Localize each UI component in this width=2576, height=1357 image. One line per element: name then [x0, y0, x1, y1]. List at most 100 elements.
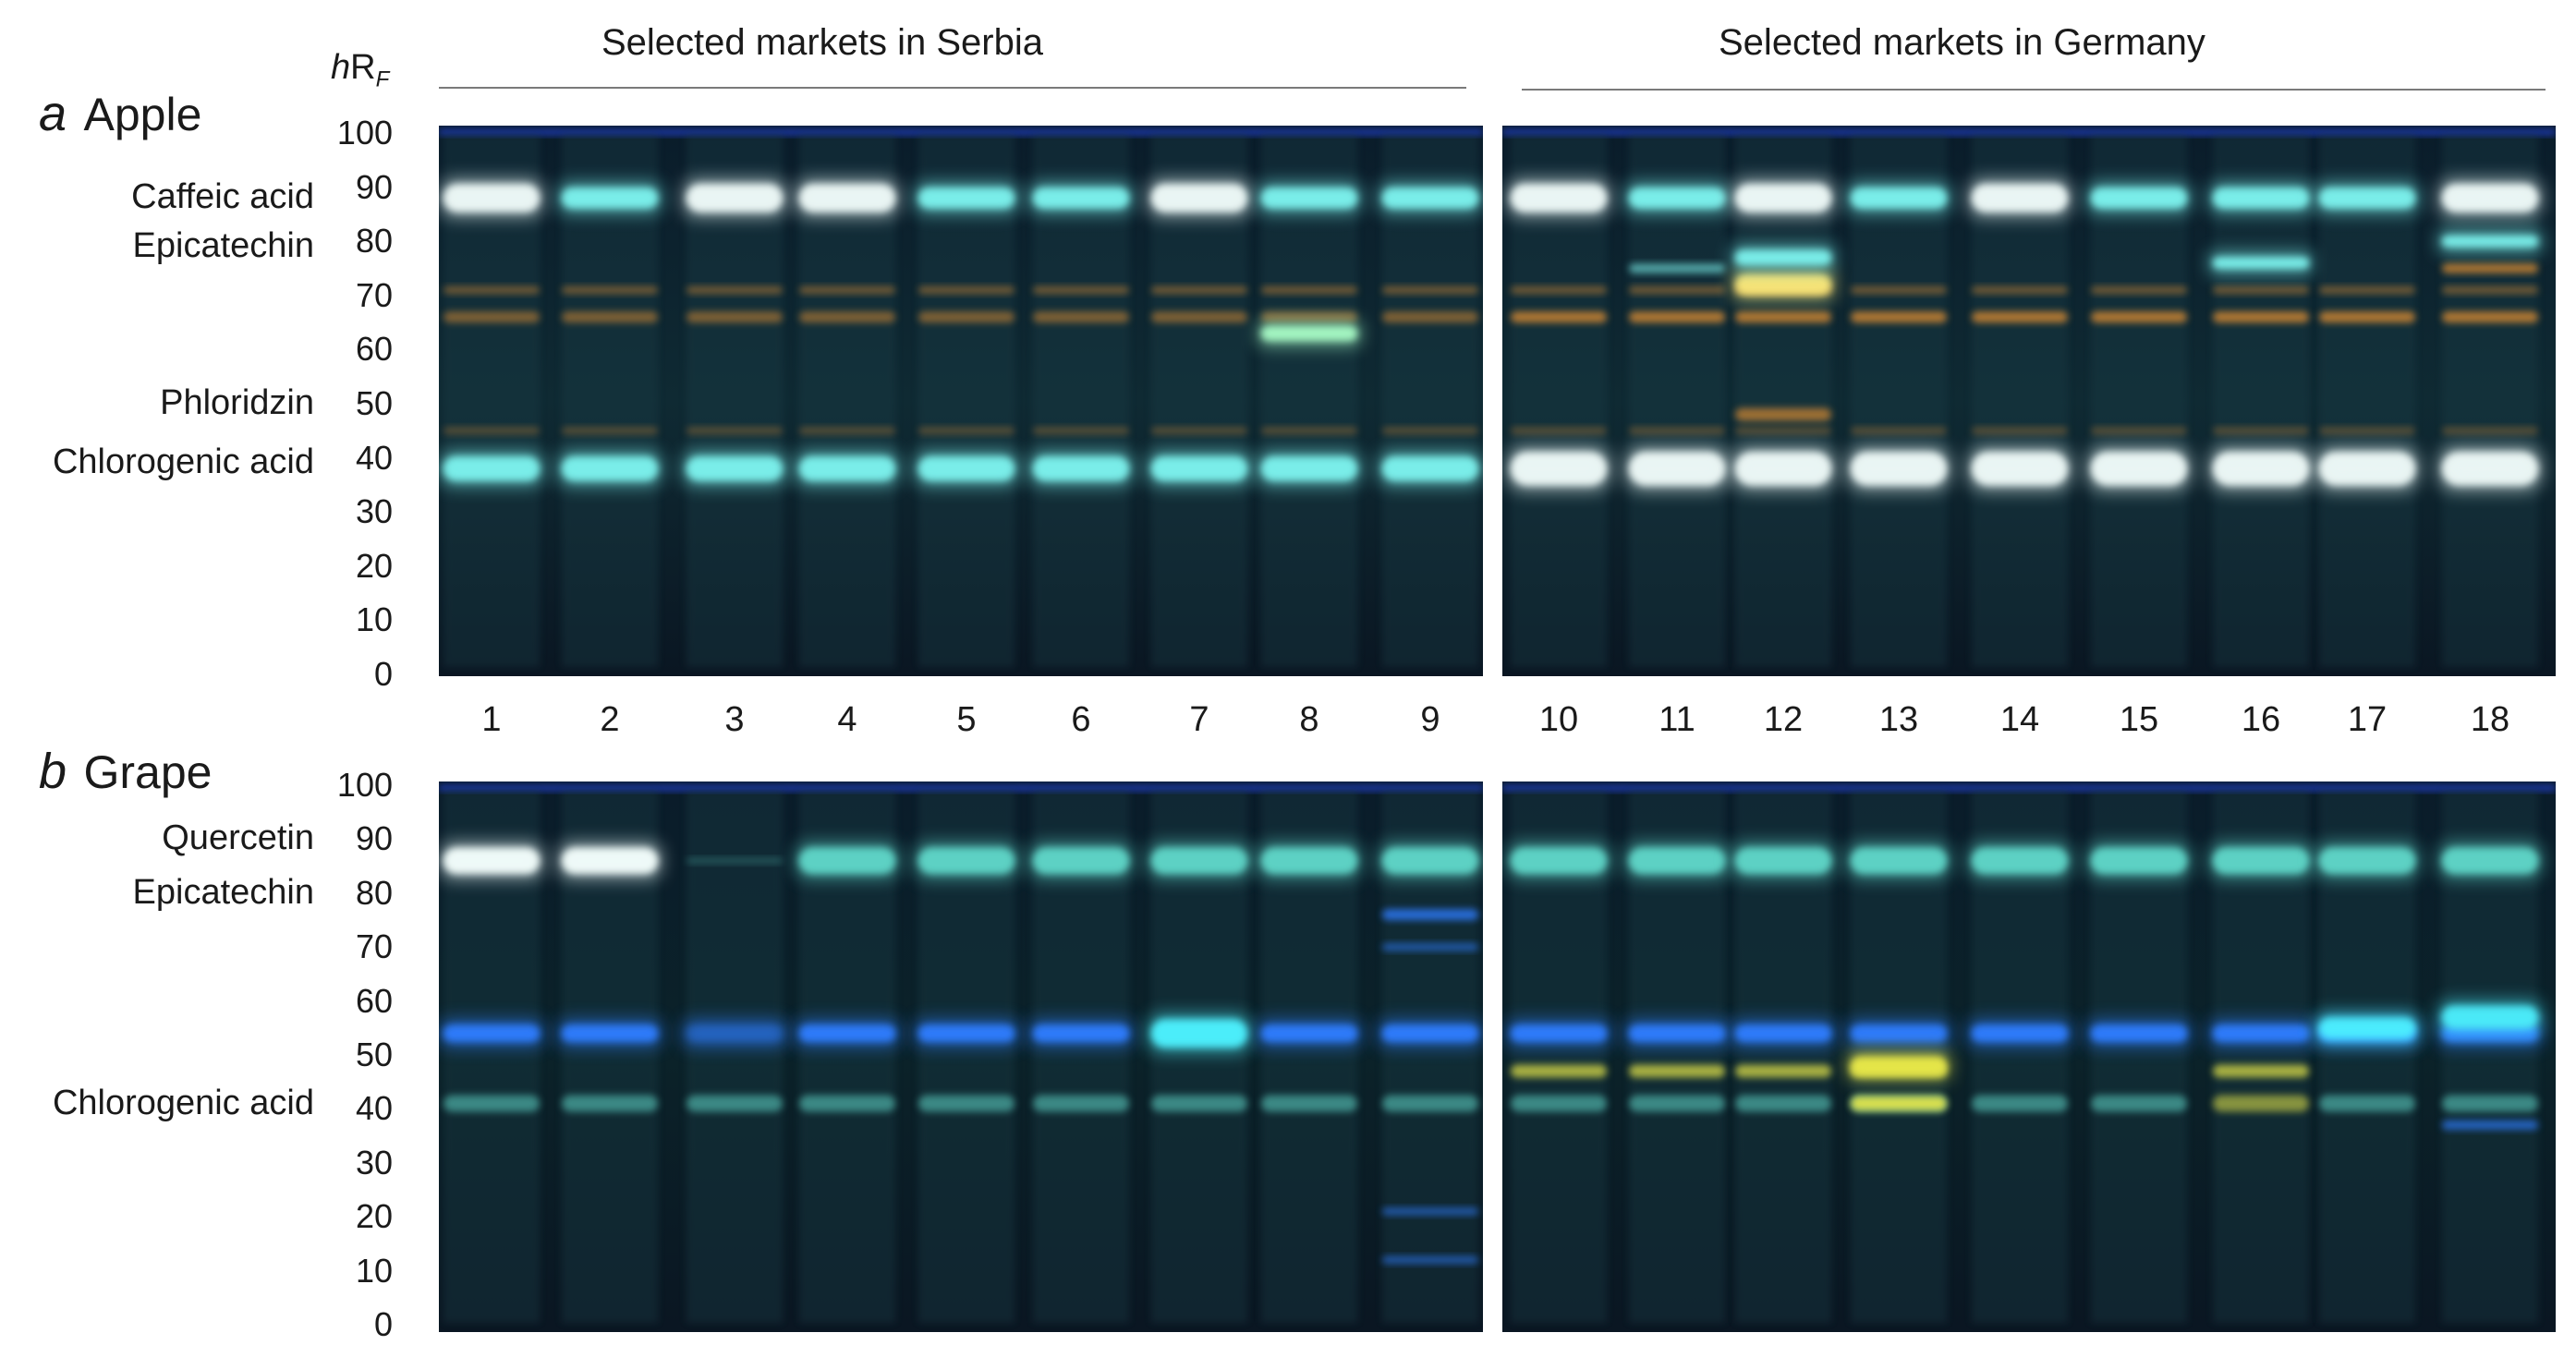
lane-track — [562, 791, 658, 1323]
band — [1151, 311, 1247, 323]
band — [2091, 188, 2187, 209]
band — [1629, 1024, 1725, 1042]
lane-track — [444, 135, 540, 667]
band — [799, 1024, 895, 1042]
solvent-front — [439, 785, 1483, 791]
lane-track — [2319, 791, 2415, 1323]
tick-label: 70 — [355, 927, 393, 966]
band — [1382, 1207, 1478, 1216]
compound-label: Chlorogenic acid — [52, 442, 314, 482]
band — [1033, 188, 1129, 209]
tick-label: 40 — [355, 1089, 393, 1128]
band — [2442, 1006, 2538, 1029]
band — [1851, 1024, 1947, 1042]
lane-track — [444, 791, 540, 1323]
band — [562, 285, 658, 294]
lane-number: 15 — [2119, 700, 2159, 739]
band — [1629, 188, 1725, 209]
lane-track — [687, 791, 783, 1323]
band — [1972, 847, 2068, 874]
compound-label: Chlorogenic acid — [52, 1083, 314, 1122]
band — [1382, 1095, 1478, 1112]
band — [2319, 1095, 2415, 1112]
band — [2213, 847, 2309, 874]
band — [1735, 1024, 1831, 1042]
lane-track — [562, 135, 658, 667]
band — [1735, 249, 1831, 265]
band — [2213, 311, 2309, 323]
panel-letter: a — [39, 86, 67, 141]
lane-track — [1033, 791, 1129, 1323]
band — [2319, 427, 2415, 435]
lane-track — [2213, 135, 2309, 667]
band — [687, 285, 783, 294]
band — [1511, 311, 1607, 323]
band — [1851, 1056, 1947, 1075]
band — [2213, 1024, 2309, 1042]
band — [1851, 452, 1947, 486]
band — [1033, 1024, 1129, 1042]
lane-track — [1151, 135, 1247, 667]
band — [562, 188, 658, 209]
compound-label: Caffeic acid — [131, 177, 314, 217]
band — [1382, 847, 1478, 874]
band — [687, 427, 783, 435]
tick-label: 90 — [355, 167, 393, 206]
band — [2442, 285, 2538, 294]
band — [562, 1024, 658, 1042]
band — [799, 427, 895, 435]
band — [1511, 1024, 1607, 1042]
band — [2213, 257, 2309, 269]
panel-a-title: a Apple — [39, 85, 201, 142]
band — [444, 311, 540, 323]
tick-label: 100 — [336, 114, 393, 151]
lane-track — [2091, 791, 2187, 1323]
band — [2442, 1095, 2538, 1112]
band — [2442, 427, 2538, 435]
band — [1382, 943, 1478, 951]
band — [1972, 452, 2068, 486]
band — [2442, 847, 2538, 874]
band — [1629, 427, 1725, 435]
band — [1851, 188, 1947, 209]
tick-label: 50 — [355, 384, 393, 422]
band — [2442, 1120, 2538, 1130]
band — [1851, 847, 1947, 874]
lane-track — [1851, 135, 1947, 667]
tick-label: 50 — [355, 1036, 393, 1073]
lane-track — [1735, 791, 1831, 1323]
band — [1629, 1064, 1725, 1078]
band — [2091, 427, 2187, 435]
band — [444, 427, 540, 435]
band — [562, 847, 658, 874]
lane-track — [1151, 791, 1247, 1323]
band — [1972, 311, 2068, 323]
lane-track — [1382, 791, 1478, 1323]
band — [918, 188, 1015, 209]
plate-a-germany — [1502, 126, 2556, 676]
band — [1972, 1095, 2068, 1112]
band — [2213, 188, 2309, 209]
band — [1033, 456, 1129, 481]
panel-b-title: b Grape — [39, 743, 212, 800]
band — [1629, 263, 1725, 273]
band — [918, 427, 1015, 435]
band — [1735, 847, 1831, 874]
compound-label: Epicatechin — [132, 872, 314, 912]
solvent-front — [439, 129, 1483, 135]
band — [444, 1024, 540, 1042]
header-serbia: Selected markets in Serbia — [601, 22, 1043, 63]
compound-label: Phloridzin — [160, 383, 314, 422]
band — [2319, 311, 2415, 323]
lane-number: 14 — [1999, 700, 2040, 739]
lane-number: 13 — [1878, 700, 1919, 739]
band — [918, 311, 1015, 323]
band — [2442, 311, 2538, 323]
lane-track — [2442, 791, 2538, 1323]
lane-track — [1261, 135, 1357, 667]
band — [2091, 285, 2187, 294]
band — [1735, 311, 1831, 323]
lane-number: 8 — [1299, 700, 1319, 739]
band — [2213, 285, 2309, 294]
band — [1629, 452, 1725, 486]
